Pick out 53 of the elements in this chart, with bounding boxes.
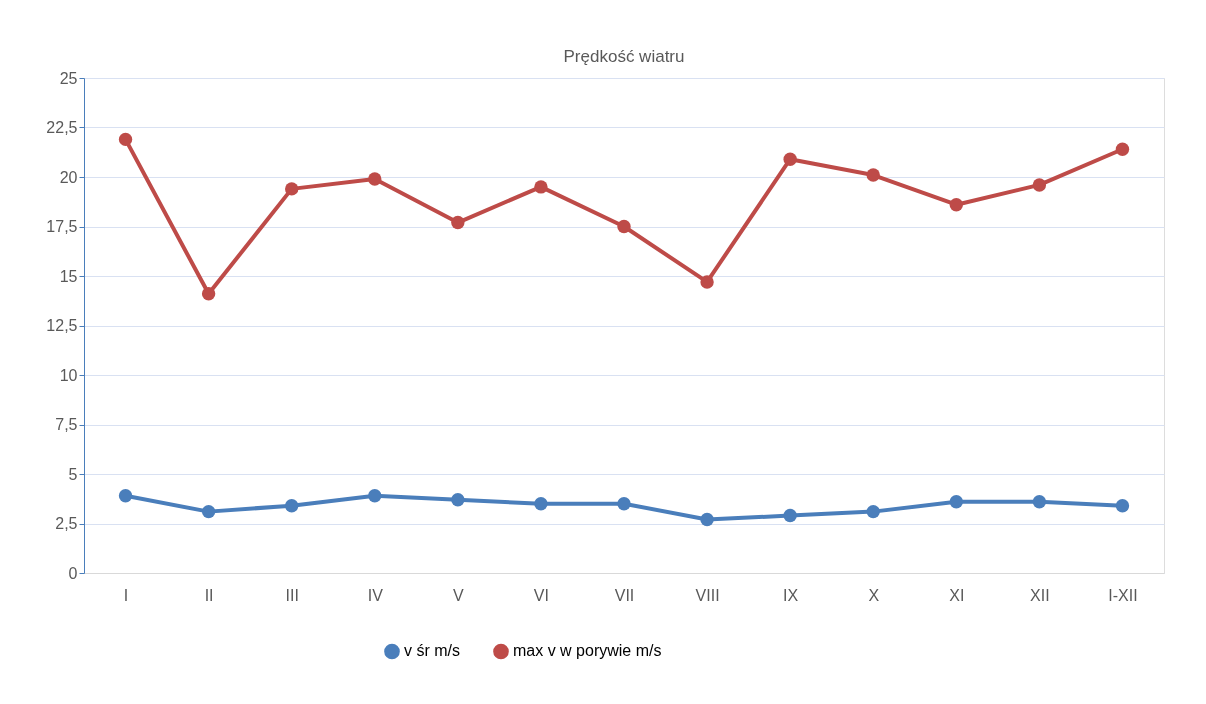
point: [617, 219, 631, 234]
point: [451, 215, 465, 230]
point: [368, 489, 382, 503]
point: [866, 168, 880, 182]
y-tick-label: 15: [59, 267, 78, 285]
legend-label: v śr m/s: [404, 642, 460, 660]
point: [866, 504, 880, 519]
y-tick-label: 20: [59, 168, 78, 186]
x-tick-label: IX: [783, 586, 799, 604]
x-tick-label: VI: [533, 586, 549, 604]
point: [284, 498, 299, 513]
x-tick-label: XI: [949, 586, 965, 604]
point: [201, 504, 216, 519]
point: [534, 497, 548, 511]
point: [1032, 495, 1047, 509]
y-tick-label: 7,5: [55, 416, 78, 433]
x-tick-label: XII: [1030, 586, 1050, 604]
point: [783, 152, 797, 166]
y-tick-label: 25: [59, 69, 78, 87]
point: [700, 275, 714, 289]
point: [783, 508, 797, 523]
x-tick-label: III: [285, 586, 299, 604]
point: [118, 132, 133, 147]
point: [949, 198, 964, 212]
y-tick-label: 12,5: [46, 317, 78, 334]
x-tick-label: II: [204, 586, 214, 604]
point: [700, 512, 714, 527]
x-tick-label: IV: [367, 586, 384, 604]
x-tick-label: VIII: [695, 586, 720, 604]
chart-title: Prędkość wiatru: [563, 47, 685, 66]
y-tick-label: 0: [68, 564, 78, 582]
point: [949, 495, 964, 509]
point: [451, 493, 465, 507]
y-tick-label: 5: [68, 465, 78, 483]
point: [1115, 498, 1130, 513]
x-tick-label: I: [123, 586, 129, 604]
point: [201, 287, 216, 301]
y-tick-label: 2,5: [55, 515, 78, 532]
x-tick-label: I-XII: [1108, 586, 1138, 604]
x-tick-label: V: [453, 586, 465, 604]
x-tick-label: VII: [614, 586, 635, 604]
y-tick-label: 22,5: [46, 119, 78, 136]
point: [534, 180, 548, 194]
y-tick-label: 17,5: [46, 218, 78, 235]
point: [368, 172, 382, 186]
legend-label: max v w porywie m/s: [513, 642, 662, 660]
y-tick-label: 10: [59, 366, 78, 384]
x-tick-label: X: [868, 586, 880, 604]
point: [284, 182, 299, 196]
point: [617, 497, 631, 511]
point: [118, 489, 133, 503]
point: [1115, 142, 1130, 156]
point: [1032, 178, 1047, 192]
